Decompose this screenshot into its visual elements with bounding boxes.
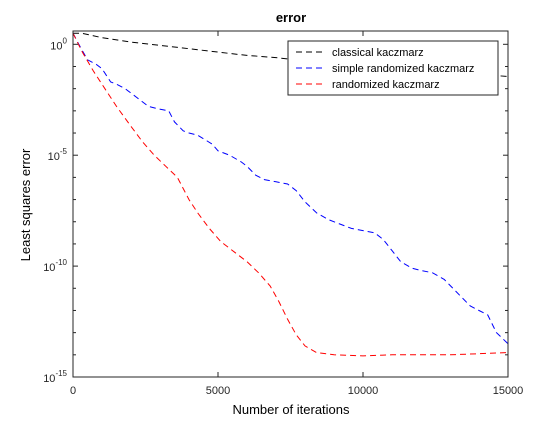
series-layer: [72, 32, 509, 357]
chart-title: error: [276, 10, 306, 25]
x-axis-label: Number of iterations: [232, 402, 350, 417]
axes-layer: 0 5000 10000 15000 100 10-5 10-10 10-15: [43, 30, 524, 397]
legend-label-1: classical kaczmarz: [332, 47, 424, 59]
legend-label-3: randomized kaczmarz: [332, 79, 440, 91]
y-tick-label: 10-5: [48, 147, 68, 163]
series-line-2: [72, 32, 509, 345]
legend: classical kaczmarz simple randomized kacz…: [287, 40, 499, 96]
x-tick-label: 0: [70, 385, 76, 397]
y-tick-label: 10-10: [43, 258, 67, 274]
x-tick-label: 15000: [493, 385, 524, 397]
y-tick-label: 10-15: [43, 369, 67, 385]
x-tick-label: 5000: [206, 385, 230, 397]
legend-box: [287, 40, 499, 96]
series-line-1: [73, 32, 509, 77]
axes-box: [72, 30, 509, 378]
y-tick-label: 100: [50, 36, 67, 52]
y-axis-label: Least squares error: [18, 148, 33, 261]
series-line-3: [72, 32, 509, 357]
x-tick-label: 10000: [348, 385, 379, 397]
legend-label-2: simple randomized kaczmarz: [332, 63, 474, 75]
